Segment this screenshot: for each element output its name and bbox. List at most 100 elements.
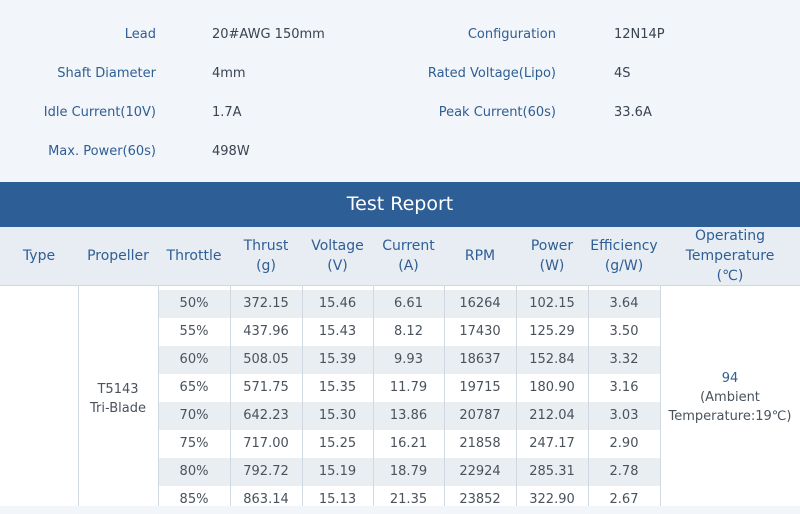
temperature-value: 94: [721, 371, 739, 386]
power-cell: 102.15: [529, 296, 575, 311]
header-current-unit: (A): [398, 258, 419, 274]
power-cell: 322.90: [529, 492, 575, 507]
rpm-cell: 22924: [459, 464, 501, 479]
rpm-cell: 23852: [459, 492, 501, 507]
thrust-cell: 717.00: [243, 436, 289, 451]
current-cell: 13.86: [389, 408, 428, 423]
spec-idle-current-label: Idle Current(10V): [43, 105, 156, 120]
thrust-cell: 372.15: [243, 296, 289, 311]
throttle-cell: 60%: [179, 352, 209, 367]
header-voltage-unit: (V): [327, 258, 348, 274]
spec-shaft-value: 4mm: [212, 66, 246, 81]
current-cell: 16.21: [389, 436, 428, 451]
spec-rated-voltage-label: Rated Voltage(Lipo): [427, 66, 556, 81]
header-efficiency-unit: (g/W): [604, 258, 644, 274]
table-row: 55% 437.96 15.43 8.12 17430 125.29 3.50: [158, 318, 660, 346]
voltage-cell: 15.43: [318, 324, 357, 339]
thrust-cell: 642.23: [243, 408, 289, 423]
voltage-cell: 15.46: [318, 296, 357, 311]
rpm-cell: 19715: [459, 380, 501, 395]
header-voltage: Voltage (V): [302, 227, 373, 285]
table-row: 75% 717.00 15.25 16.21 21858 247.17 2.90: [158, 430, 660, 458]
header-rpm: RPM: [444, 227, 516, 285]
header-throttle-text: Throttle: [166, 248, 222, 264]
current-cell: 18.79: [389, 464, 428, 479]
table-row: 65% 571.75 15.35 11.79 19715 180.90 3.16: [158, 374, 660, 402]
voltage-cell: 15.13: [318, 492, 357, 507]
efficiency-cell: 2.67: [609, 492, 639, 507]
spec-configuration-value: 12N14P: [614, 27, 665, 42]
efficiency-cell: 2.90: [609, 436, 639, 451]
rpm-cell: 17430: [459, 324, 501, 339]
efficiency-cell: 3.03: [609, 408, 639, 423]
propeller-type: Tri-Blade: [90, 401, 146, 416]
power-cell: 247.17: [529, 436, 575, 451]
throttle-cell: 75%: [179, 436, 209, 451]
throttle-cell: 65%: [179, 380, 209, 395]
current-cell: 6.61: [394, 296, 423, 311]
column-divider: [588, 286, 589, 506]
header-propeller-text: Propeller: [87, 248, 149, 264]
header-power-unit: (W): [539, 258, 565, 274]
power-cell: 285.31: [529, 464, 575, 479]
header-thrust: Thrust (g): [230, 227, 302, 285]
temperature-note-2: Temperature:19℃): [668, 409, 792, 424]
spec-peak-current-label: Peak Current(60s): [438, 105, 556, 120]
throttle-cell: 70%: [179, 408, 209, 423]
power-cell: 152.84: [529, 352, 575, 367]
column-divider: [660, 286, 661, 506]
efficiency-cell: 3.50: [609, 324, 639, 339]
column-divider: [78, 286, 79, 506]
propeller-cell: T5143 Tri-Blade: [78, 380, 158, 418]
header-propeller: Propeller: [78, 227, 158, 285]
voltage-cell: 15.35: [318, 380, 357, 395]
header-voltage-text: Voltage: [311, 238, 364, 254]
spec-lead-label: Lead: [124, 27, 156, 42]
header-temperature-unit: (℃): [716, 268, 744, 284]
thrust-cell: 792.72: [243, 464, 289, 479]
header-current: Current (A): [373, 227, 444, 285]
header-temperature-text-2: Temperature: [685, 248, 775, 264]
header-efficiency-text: Efficiency: [590, 238, 658, 254]
throttle-cell: 55%: [179, 324, 209, 339]
header-rpm-text: RPM: [464, 248, 496, 264]
thrust-cell: 863.14: [243, 492, 289, 507]
efficiency-cell: 3.16: [609, 380, 639, 395]
propeller-model: T5143: [97, 382, 139, 397]
table-header: Type Propeller Throttle Thrust (g) Voltag…: [0, 227, 800, 286]
header-temperature: Operating Temperature (℃): [660, 227, 800, 285]
throttle-cell: 85%: [179, 492, 209, 507]
test-report-title: Test Report: [0, 182, 800, 227]
thrust-cell: 571.75: [243, 380, 289, 395]
current-cell: 9.93: [394, 352, 423, 367]
column-divider: [230, 286, 231, 506]
table-row: 80% 792.72 15.19 18.79 22924 285.31 2.78: [158, 458, 660, 486]
voltage-cell: 15.19: [318, 464, 357, 479]
header-type-text: Type: [22, 248, 56, 264]
temperature-note-1: (Ambient: [700, 390, 760, 405]
rpm-cell: 20787: [459, 408, 501, 423]
header-throttle: Throttle: [158, 227, 230, 285]
current-cell: 21.35: [389, 492, 428, 507]
efficiency-cell: 3.32: [609, 352, 639, 367]
header-current-text: Current: [382, 238, 435, 254]
current-cell: 8.12: [394, 324, 423, 339]
spec-peak-current-value: 33.6A: [614, 105, 652, 120]
header-type: Type: [0, 227, 78, 285]
header-temperature-text-1: Operating: [695, 228, 765, 244]
power-cell: 125.29: [529, 324, 575, 339]
test-report-table: Type Propeller Throttle Thrust (g) Voltag…: [0, 227, 800, 507]
rpm-cell: 21858: [459, 436, 501, 451]
spec-section: Lead 20#AWG 150mm Configuration 12N14P S…: [0, 0, 800, 182]
table-body: T5143 Tri-Blade 94 (Ambient Temperature:…: [0, 286, 800, 507]
header-thrust-text: Thrust: [243, 238, 289, 254]
voltage-cell: 15.30: [318, 408, 357, 423]
efficiency-cell: 3.64: [609, 296, 639, 311]
header-thrust-unit: (g): [256, 258, 276, 274]
spec-shaft-label: Shaft Diameter: [57, 66, 156, 81]
spec-max-power-label: Max. Power(60s): [48, 144, 156, 159]
table-row: 85% 863.14 15.13 21.35 23852 322.90 2.67: [158, 486, 660, 514]
table-row: 60% 508.05 15.39 9.93 18637 152.84 3.32: [158, 346, 660, 374]
spec-configuration-label: Configuration: [467, 27, 556, 42]
rpm-cell: 18637: [459, 352, 501, 367]
